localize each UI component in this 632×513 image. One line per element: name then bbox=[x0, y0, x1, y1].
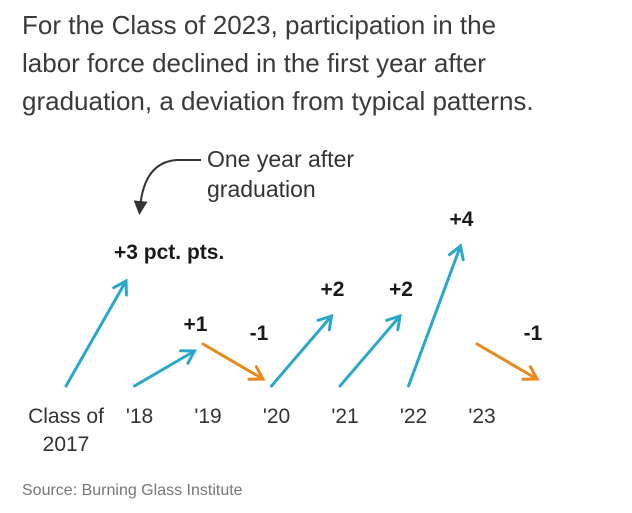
value-label: +2 bbox=[389, 278, 413, 301]
chart-title: For the Class of 2023, participation in … bbox=[22, 6, 622, 120]
title-line-1: For the Class of 2023, participation in … bbox=[22, 10, 497, 40]
x-tick-label: Class of 2017 bbox=[28, 405, 104, 456]
title-line-3: graduation, a deviation from typical pat… bbox=[22, 86, 534, 116]
x-tick-label: '19 bbox=[194, 405, 221, 428]
value-label: +2 bbox=[321, 278, 345, 301]
value-label: -1 bbox=[250, 322, 269, 345]
arrow-mark bbox=[133, 349, 197, 388]
value-label: +4 bbox=[450, 208, 474, 231]
value-label-group: +3 pct. pts. +1 -1 +2 +2 +4 -1 bbox=[114, 208, 543, 345]
arrow-mark bbox=[201, 342, 266, 381]
x-tick-label: '20 bbox=[263, 405, 290, 428]
arrow-group bbox=[64, 243, 540, 388]
arrow-mark bbox=[475, 342, 540, 381]
arrow-mark bbox=[407, 243, 465, 388]
annotation-label: One year after graduation bbox=[207, 146, 354, 202]
x-tick-label-group: Class of 2017 '18 '19 '20 '21 '22 '23 bbox=[28, 405, 496, 456]
value-label: +3 pct. pts. bbox=[114, 241, 224, 264]
x-tick-label: '23 bbox=[468, 405, 495, 428]
arrow-mark bbox=[270, 313, 334, 388]
arrow-chart: +3 pct. pts. +1 -1 +2 +2 +4 -1 Class of 2017 '18… bbox=[28, 146, 543, 456]
source-note: Source: Burning Glass Institute bbox=[22, 482, 243, 499]
title-line-2: labor force declined in the first year a… bbox=[22, 48, 486, 78]
annotation-pointer bbox=[133, 159, 201, 215]
value-label: +1 bbox=[184, 313, 208, 336]
value-label: -1 bbox=[524, 322, 543, 345]
arrow-mark bbox=[64, 278, 128, 388]
x-tick-label: '21 bbox=[331, 405, 358, 428]
x-tick-label: '18 bbox=[126, 405, 153, 428]
arrow-mark bbox=[338, 313, 402, 388]
annotation-group: One year after graduation bbox=[133, 146, 354, 215]
x-tick-label: '22 bbox=[400, 405, 427, 428]
